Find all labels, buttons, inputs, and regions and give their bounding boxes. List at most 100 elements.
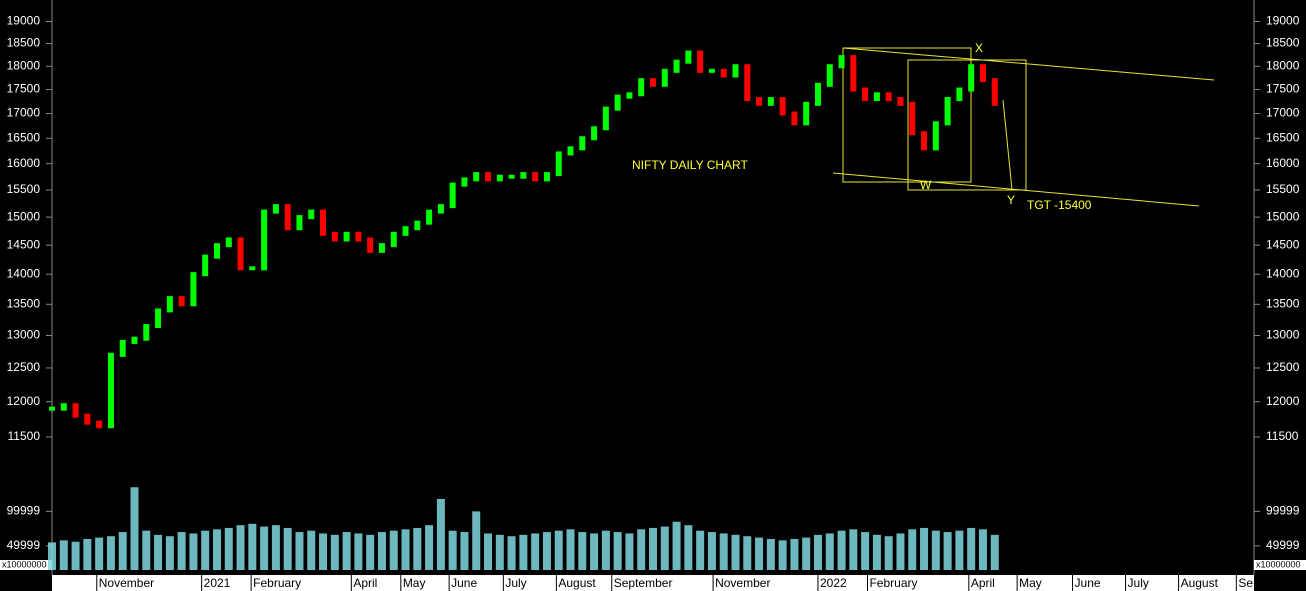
volume-bar [165,536,174,570]
y-tick-label: 13000 [7,328,41,342]
volume-bar [719,533,728,570]
price-bar [673,59,680,73]
pattern-label: X [975,41,983,55]
x-tick-label: July [1128,576,1149,590]
volume-bar [755,537,764,570]
price-bar [885,92,892,102]
price-bar [532,172,539,182]
price-bar [650,78,656,87]
price-bar [378,243,385,253]
price-bar [367,237,374,253]
volume-bar [743,536,752,570]
x-tick-label: September [614,576,673,590]
y-tick-label: 12500 [7,360,41,374]
price-bar [991,78,998,106]
price-bar [461,177,468,187]
volume-bar [507,536,516,570]
volume-bar [48,542,56,570]
unit-box-left [0,560,52,570]
y-tick-label: 49999 [1266,538,1300,552]
volume-bar [707,532,716,570]
volume-bar [978,529,987,570]
price-bar [119,339,126,357]
price-bar [437,204,444,214]
pattern-label: W [920,178,932,192]
volume-bar [884,536,893,570]
price-bar [591,126,598,141]
volume-bar [330,534,339,570]
price-bar [237,237,244,271]
y-tick-label: 17500 [7,82,41,96]
volume-bar [908,529,917,570]
x-tick-label: May [1019,576,1042,590]
volume-bar [212,529,221,570]
y-tick-label: 19000 [1266,14,1300,28]
volume-bar [106,536,115,570]
y-tick-label: 16500 [1266,130,1300,144]
x-tick-label: Se [1238,576,1253,590]
y-tick-label: 16000 [1266,156,1300,170]
x-tick-label: June [1075,576,1101,590]
price-bar [520,172,527,179]
price-bar [567,146,574,156]
price-bar [96,420,103,429]
unit-box-right [1254,560,1306,570]
volume-bar [696,530,705,570]
price-bar [862,87,869,102]
price-bar [543,172,550,182]
price-bar [485,172,492,182]
price-bar [473,172,480,182]
x-tick-label: June [451,576,477,590]
y-tick-label: 19000 [7,14,41,28]
price-bar [720,68,727,78]
volume-bar [672,521,681,570]
volume-bar [778,540,787,570]
y-tick-label: 13000 [1266,328,1300,342]
volume-bar [118,532,127,570]
volume-bar [554,530,563,570]
volume-bar [613,532,622,570]
price-bar [909,101,916,136]
price-bar [178,296,185,307]
volume-bar [389,530,398,570]
price-bar [791,111,798,126]
x-tick-label: April [353,576,377,590]
volume-bar [71,541,80,570]
volume-bar [660,526,669,570]
volume-bar [990,534,999,570]
price-bar [873,92,880,102]
x-tick-label: August [558,576,596,590]
trend-line [842,47,1215,81]
price-bar [249,266,256,271]
price-bar [190,272,197,307]
trend-line [832,172,1200,207]
volume-bar [637,529,646,570]
volume-bar [601,530,610,570]
volume-bar [236,525,245,570]
x-tick-label: November [715,576,770,590]
y-tick-label: 18000 [1266,58,1300,72]
volume-bar [59,540,68,570]
price-bar [331,231,338,242]
price-bar [638,78,645,97]
volume-bar [590,533,599,570]
volume-bar [861,532,870,570]
y-tick-label: 11500 [1266,429,1299,443]
volume-bar [377,532,386,570]
volume-bar [766,538,775,570]
price-bar [661,68,668,87]
y-tick-label: 17500 [1266,82,1300,96]
price-bar [496,174,503,182]
volume-bar [813,534,822,570]
volume-bar [872,534,881,570]
price-bar [449,182,456,209]
price-bar [921,131,928,151]
volume-bar [448,530,457,570]
y-tick-label: 49999 [7,538,41,552]
pattern-box [907,59,1027,191]
volume-bar [425,525,434,570]
y-tick-label: 99999 [1266,504,1300,518]
volume-bar [896,533,905,570]
y-tick-label: 16000 [7,156,41,170]
y-tick-label: 14000 [1266,266,1300,280]
